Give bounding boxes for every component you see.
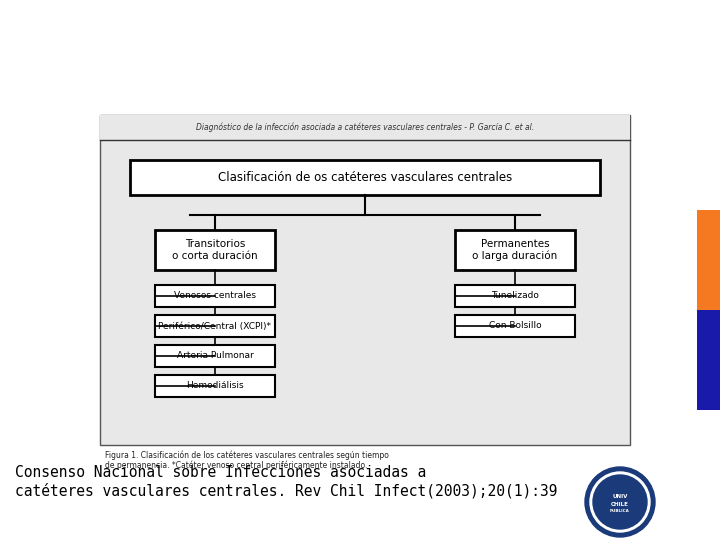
Text: PUBLICA: PUBLICA: [610, 509, 630, 513]
Text: Permanentes
o larga duración: Permanentes o larga duración: [472, 239, 557, 261]
Bar: [455, 230, 575, 270]
Bar: [155, 230, 275, 270]
Text: Clasificación de os catéteres vasculares centrales: Clasificación de os catéteres vasculares…: [218, 171, 512, 184]
Bar: [100, 115, 630, 445]
Circle shape: [593, 475, 647, 529]
Text: Figura 1. Clasificación de los catéteres vasculares centrales según tiempo
de pe: Figura 1. Clasificación de los catéteres…: [105, 450, 389, 470]
Text: CHILE: CHILE: [611, 502, 629, 507]
Text: UNIV: UNIV: [612, 495, 628, 500]
Circle shape: [590, 472, 650, 532]
Text: Tunelizado: Tunelizado: [491, 292, 539, 300]
Text: Arteria Pulmonar: Arteria Pulmonar: [176, 352, 253, 361]
Bar: [130, 160, 600, 195]
Bar: [100, 115, 630, 140]
Bar: [697, 210, 720, 310]
Bar: [155, 345, 275, 367]
Bar: [455, 285, 575, 307]
Text: Con Bolsillo: Con Bolsillo: [489, 321, 541, 330]
Text: Venosos centrales: Venosos centrales: [174, 292, 256, 300]
Bar: [455, 315, 575, 337]
Text: Periférico/Central (XCPI)*: Periférico/Central (XCPI)*: [158, 321, 271, 330]
Text: ★ ★ ★: ★ ★ ★: [613, 468, 627, 472]
Text: Diagnóstico de la infección asociada a catéteres vasculares centrales - P. Garcí: Diagnóstico de la infección asociada a c…: [196, 122, 534, 132]
Text: Hemodiálisis: Hemodiálisis: [186, 381, 244, 390]
Bar: [697, 310, 720, 410]
Text: Consenso Nacional sobre Infecciones asociadas a
catéteres vasculares centrales. : Consenso Nacional sobre Infecciones asoc…: [15, 465, 557, 498]
Bar: [155, 315, 275, 337]
Bar: [155, 375, 275, 397]
Circle shape: [585, 467, 655, 537]
Bar: [155, 285, 275, 307]
Text: Transitorios
o corta duración: Transitorios o corta duración: [172, 239, 258, 261]
